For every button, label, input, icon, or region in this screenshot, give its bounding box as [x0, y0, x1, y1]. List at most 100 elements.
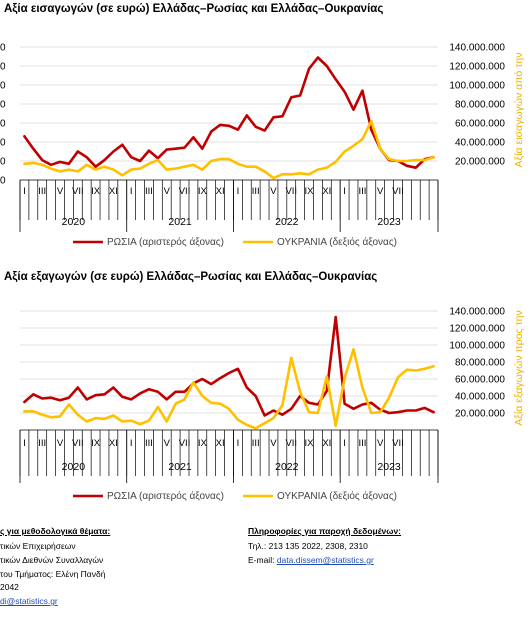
x-tick-label: VII	[179, 186, 191, 197]
year-label: 2022	[275, 461, 299, 473]
x-tick-label: I	[237, 438, 240, 449]
x-tick-label: XI	[322, 186, 331, 197]
x-tick-label: VII	[179, 438, 191, 449]
x-tick-label: IX	[305, 438, 315, 449]
footer: ς για μεθοδολογικά θέματα: τικών Επιχειρ…	[0, 524, 530, 632]
x-tick-label: XI	[216, 438, 225, 449]
right-axis-tick-label: 140.000.000	[449, 307, 505, 318]
exports-chart-title: Αξία εξαγωγών (σε ευρώ) Ελλάδας–Ρωσίας κ…	[4, 271, 378, 283]
left-axis-tick-label: 0	[0, 176, 6, 187]
methodology-email-link[interactable]: di@statistics.gr	[0, 596, 58, 606]
year-label: 2020	[62, 461, 86, 473]
x-tick-label: III	[358, 186, 366, 197]
right-axis-tick-label: 40.000.000	[455, 392, 505, 403]
x-tick-label: V	[270, 186, 277, 197]
left-axis-tick-label: 0	[0, 119, 6, 130]
x-tick-label: XI	[216, 186, 225, 197]
x-tick-label: I	[23, 438, 26, 449]
ukraine-series-line	[23, 347, 435, 430]
legend-ukraine-label: ΟΥΚΡΑΝΙΑ (δεξιός άξονας)	[277, 490, 397, 502]
right-axis-tick-label: 120.000.000	[449, 62, 505, 73]
left-axis-tick-label: 0	[0, 81, 6, 92]
legend-ukraine-label: ΟΥΚΡΑΝΙΑ (δεξιός άξονας)	[277, 236, 397, 248]
right-axis-tick-label: 140.000.000	[449, 43, 505, 54]
right-axis-tick-label: 60.000.000	[455, 375, 505, 386]
right-axis-tick-label: 40.000.000	[455, 138, 505, 149]
exports-chart: 20.000.000 40.000.000 60.000.000 80.000.000…	[19, 307, 525, 502]
legend-russia-label: ΡΩΣΙΑ (αριστερός άξονας)	[107, 490, 224, 502]
russia-series-line	[23, 315, 435, 417]
x-tick-label: IX	[198, 186, 208, 197]
x-tick-label: IX	[305, 186, 315, 197]
year-label: 2020	[62, 216, 86, 228]
email-prefix: E-mail:	[248, 555, 277, 565]
right-axis-tick-label: 120.000.000	[449, 324, 505, 335]
x-tick-label: I	[237, 186, 240, 197]
data-provision-heading: Πληροφορίες για παροχή δεδομένων:	[248, 526, 402, 536]
right-axis-tick-label: 100.000.000	[449, 81, 505, 92]
russia-series-line	[23, 56, 435, 169]
x-tick-label: I	[130, 438, 133, 449]
x-tick-label: V	[377, 438, 384, 449]
x-tick-label: V	[57, 186, 64, 197]
x-tick-label: VII	[285, 186, 297, 197]
x-tick-label: III	[252, 186, 260, 197]
ukraine-series-line	[23, 119, 435, 180]
x-tick-label: VII	[72, 438, 84, 449]
x-tick-label: I	[23, 186, 26, 197]
right-axis-tick-label: 20.000.000	[455, 157, 505, 168]
x-tick-label: III	[145, 186, 153, 197]
right-axis-tick-label: 100.000.000	[449, 341, 505, 352]
methodology-contact-line-4: 2042	[0, 582, 19, 592]
x-tick-label: V	[57, 438, 64, 449]
x-tick-label: I	[343, 186, 346, 197]
x-tick-label: I	[130, 186, 133, 197]
x-tick-label: I	[343, 438, 346, 449]
year-label: 2023	[377, 461, 401, 473]
x-tick-label: III	[358, 438, 366, 449]
right-axis-tick-label: 80.000.000	[455, 100, 505, 111]
x-tick-label: V	[377, 186, 384, 197]
x-tick-label: XI	[109, 438, 118, 449]
left-axis-tick-label: 0	[0, 100, 6, 111]
right-axis-title: Αξία εξαγωγών προς την	[513, 310, 525, 426]
data-provision-email-link[interactable]: data.dissem@statistics.gr	[276, 555, 374, 565]
right-axis-title: Αξία εισαγωγών από την	[513, 53, 525, 168]
x-tick-label: VII	[392, 186, 404, 197]
left-axis-tick-label: 0	[0, 62, 6, 73]
x-tick-label: IX	[91, 438, 101, 449]
methodology-contact-heading: ς για μεθοδολογικά θέματα:	[0, 526, 111, 536]
left-axis-tick-label: 0	[0, 138, 6, 149]
data-provision-phone: Τηλ.: 213 135 2022, 2308, 2310	[248, 541, 368, 551]
left-axis-tick-label: 0	[0, 157, 6, 168]
x-tick-label: IX	[91, 186, 101, 197]
year-label: 2022	[275, 216, 299, 228]
x-tick-label: V	[164, 186, 171, 197]
right-axis-tick-label: 80.000.000	[455, 358, 505, 369]
methodology-contact-line-2: τικών Διεθνών Συναλλαγών	[0, 555, 104, 565]
x-tick-label: VII	[392, 438, 404, 449]
x-tick-label: IX	[198, 438, 208, 449]
imports-chart: 20.000.000 40.000.000 60.000.000 80.000.000…	[0, 43, 525, 249]
x-tick-label: III	[38, 186, 46, 197]
year-label: 2021	[168, 216, 192, 228]
x-tick-label: XI	[109, 186, 118, 197]
x-tick-label: V	[164, 438, 171, 449]
x-tick-label: V	[270, 438, 277, 449]
year-label: 2021	[168, 461, 192, 473]
right-axis-tick-label: 60.000.000	[455, 119, 505, 130]
x-tick-label: XI	[322, 438, 331, 449]
methodology-contact-line-1: τικών Επιχειρήσεων	[0, 541, 76, 551]
legend-russia-label: ΡΩΣΙΑ (αριστερός άξονας)	[107, 236, 224, 248]
data-provision-email-row: E-mail: data.dissem@statistics.gr	[248, 555, 374, 565]
x-tick-label: III	[145, 438, 153, 449]
x-tick-label: III	[252, 438, 260, 449]
x-tick-label: VII	[72, 186, 84, 197]
left-axis-tick-label: 0	[0, 43, 6, 54]
imports-chart-title: Αξία εισαγωγών (σε ευρώ) Ελλάδας–Ρωσίας …	[4, 3, 384, 15]
right-axis-tick-label: 20.000.000	[455, 409, 505, 420]
x-tick-label: III	[38, 438, 46, 449]
year-label: 2023	[377, 216, 401, 228]
x-tick-label: VII	[285, 438, 297, 449]
methodology-contact-line-3: του Τμήματος: Ελένη Πανδή	[0, 569, 106, 579]
